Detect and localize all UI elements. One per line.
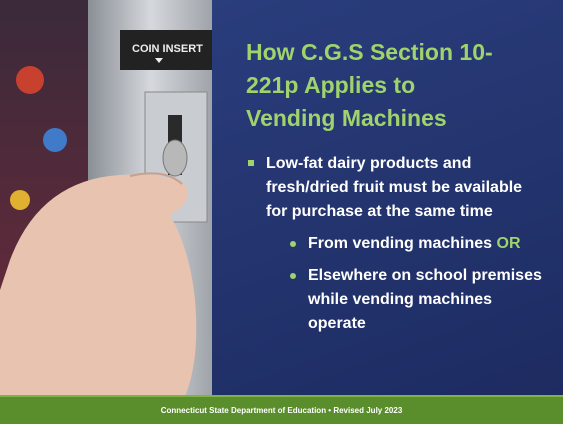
sub-bullet: From vending machines OR: [266, 232, 546, 256]
photo-label: COIN INSERT: [132, 43, 203, 55]
photo: COIN INSERT: [0, 0, 214, 396]
footer: Connecticut State Department of Educatio…: [0, 395, 563, 424]
bullet-text: Low-fat dairy products and fresh/dried f…: [266, 155, 522, 220]
sub-bullet: Elsewhere on school premises while vendi…: [266, 264, 546, 336]
sub-bullet-text: From vending machines: [308, 235, 492, 252]
bullet: Low-fat dairy products and fresh/dried f…: [246, 152, 546, 336]
slide: COIN INSERT How C.G.S Section 10-221p Ap…: [0, 0, 563, 424]
emphasis: OR: [497, 235, 521, 252]
slide-title: How C.G.S Section 10-221p Applies to Ven…: [246, 36, 496, 135]
sub-bullet-text: Elsewhere on school premises while vendi…: [308, 267, 542, 332]
bullet-list: Low-fat dairy products and fresh/dried f…: [246, 152, 546, 336]
